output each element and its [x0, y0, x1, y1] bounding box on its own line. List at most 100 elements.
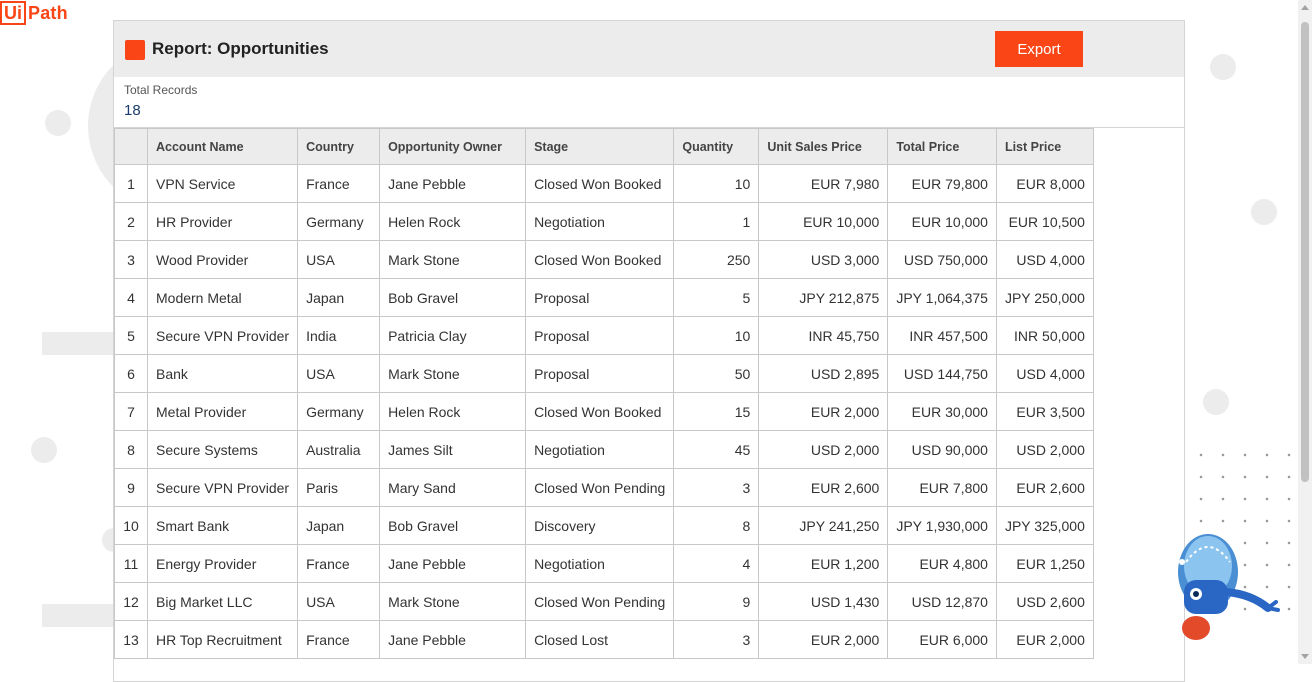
cell-account-name: Metal Provider [146, 392, 299, 431]
report-card: Report: Opportunities Export Total Recor… [113, 20, 1185, 682]
cell-total-price: EUR 6,000 [887, 620, 997, 659]
cell-total-price: USD 750,000 [887, 240, 997, 279]
cell-account-name: Energy Provider [146, 544, 299, 583]
cell-stage: Negotiation [525, 430, 675, 469]
cell-total-price: JPY 1,064,375 [887, 278, 997, 317]
total-records-label: Total Records [124, 83, 198, 97]
column-header-list-price[interactable]: List Price [995, 128, 1094, 165]
table-row[interactable]: 1 VPN Service France Jane Pebble Closed Won … [114, 164, 1094, 203]
cell-stage: Proposal [525, 354, 675, 393]
cell-country: USA [297, 354, 381, 393]
cell-quantity: 50 [673, 354, 760, 393]
cell-unit-sales-price: EUR 2,000 [758, 392, 889, 431]
cell-list-price: USD 4,000 [995, 354, 1094, 393]
cell-total-price: EUR 79,800 [887, 164, 997, 203]
cell-total-price: EUR 4,800 [887, 544, 997, 583]
cell-account-name: VPN Service [146, 164, 299, 203]
cell-index: 11 [114, 544, 148, 583]
cell-country: France [297, 544, 381, 583]
cell-list-price: EUR 8,000 [995, 164, 1094, 203]
table-row[interactable]: 5 Secure VPN Provider India Patricia Clay Pr… [114, 316, 1094, 355]
table-row[interactable]: 4 Modern Metal Japan Bob Gravel Proposal 5 JPY… [114, 278, 1094, 317]
cell-total-price: EUR 10,000 [887, 202, 997, 241]
cell-account-name: HR Provider [146, 202, 299, 241]
column-header-index[interactable] [114, 128, 148, 165]
cell-stage: Closed Won Pending [525, 582, 675, 621]
table-row[interactable]: 10 Smart Bank Japan Bob Gravel Discovery 8 JPY… [114, 506, 1094, 545]
column-header-stage[interactable]: Stage [525, 128, 675, 165]
scrollbar-thumb[interactable] [1301, 22, 1309, 482]
table-row[interactable]: 3 Wood Provider USA Mark Stone Closed Won Bo… [114, 240, 1094, 279]
column-header-opportunity-owner[interactable]: Opportunity Owner [379, 128, 527, 165]
cell-opportunity-owner: Bob Gravel [379, 506, 527, 545]
cell-stage: Closed Won Booked [525, 240, 675, 279]
logo-mark: Ui [0, 1, 26, 25]
table-body: 1 VPN Service France Jane Pebble Closed Won … [114, 164, 1094, 659]
cell-list-price: EUR 1,250 [995, 544, 1094, 583]
cell-account-name: Smart Bank [146, 506, 299, 545]
cell-quantity: 3 [673, 468, 760, 507]
table-header-row: Account Name Country Opportunity Owner S… [114, 128, 1094, 165]
cell-quantity: 9 [673, 582, 760, 621]
cell-stage: Negotiation [525, 202, 675, 241]
cell-opportunity-owner: Patricia Clay [379, 316, 527, 355]
cell-total-price: JPY 1,930,000 [887, 506, 997, 545]
cell-unit-sales-price: USD 2,895 [758, 354, 889, 393]
cell-stage: Negotiation [525, 544, 675, 583]
cell-account-name: Modern Metal [146, 278, 299, 317]
cell-unit-sales-price: USD 1,430 [758, 582, 889, 621]
cell-country: USA [297, 582, 381, 621]
cell-list-price: EUR 10,500 [995, 202, 1094, 241]
table-row[interactable]: 13 HR Top Recruitment France Jane Pebble Clo… [114, 620, 1094, 659]
cell-total-price: EUR 30,000 [887, 392, 997, 431]
cell-opportunity-owner: James Silt [379, 430, 527, 469]
cell-index: 4 [114, 278, 148, 317]
cell-list-price: EUR 3,500 [995, 392, 1094, 431]
cell-quantity: 15 [673, 392, 760, 431]
cell-unit-sales-price: USD 2,000 [758, 430, 889, 469]
table-row[interactable]: 11 Energy Provider France Jane Pebble Negoti… [114, 544, 1094, 583]
column-header-unit-sales-price[interactable]: Unit Sales Price [758, 128, 889, 165]
cell-unit-sales-price: EUR 1,200 [758, 544, 889, 583]
cell-quantity: 8 [673, 506, 760, 545]
table-row[interactable]: 8 Secure Systems Australia James Silt Negoti… [114, 430, 1094, 469]
table-row[interactable]: 12 Big Market LLC USA Mark Stone Closed Won … [114, 582, 1094, 621]
cell-index: 10 [114, 506, 148, 545]
cell-opportunity-owner: Jane Pebble [379, 544, 527, 583]
cell-stage: Closed Won Pending [525, 468, 675, 507]
cell-stage: Closed Won Booked [525, 164, 675, 203]
cell-stage: Discovery [525, 506, 675, 545]
cell-unit-sales-price: EUR 7,980 [758, 164, 889, 203]
cell-opportunity-owner: Mary Sand [379, 468, 527, 507]
cell-quantity: 10 [673, 164, 760, 203]
cell-country: Japan [297, 506, 381, 545]
table-row[interactable]: 6 Bank USA Mark Stone Proposal 50 USD 2,895 USD… [114, 354, 1094, 393]
cell-index: 5 [114, 316, 148, 355]
column-header-total-price[interactable]: Total Price [887, 128, 997, 165]
page-scrollbar[interactable] [1298, 0, 1312, 664]
cell-list-price: USD 2,600 [995, 582, 1094, 621]
table-row[interactable]: 7 Metal Provider Germany Helen Rock Closed W… [114, 392, 1094, 431]
scroll-up-arrow-icon[interactable] [1301, 5, 1309, 10]
column-header-country[interactable]: Country [297, 128, 381, 165]
cell-quantity: 10 [673, 316, 760, 355]
column-header-quantity[interactable]: Quantity [673, 128, 760, 165]
cell-total-price: USD 90,000 [887, 430, 997, 469]
cell-country: USA [297, 240, 381, 279]
cell-opportunity-owner: Helen Rock [379, 392, 527, 431]
export-button[interactable]: Export [995, 31, 1083, 67]
cell-index: 2 [114, 202, 148, 241]
cell-quantity: 45 [673, 430, 760, 469]
cell-index: 12 [114, 582, 148, 621]
table-row[interactable]: 9 Secure VPN Provider Paris Mary Sand Closed… [114, 468, 1094, 507]
cell-total-price: EUR 7,800 [887, 468, 997, 507]
table-row[interactable]: 2 HR Provider Germany Helen Rock Negotiation… [114, 202, 1094, 241]
cell-account-name: Secure Systems [146, 430, 299, 469]
cell-country: Australia [297, 430, 381, 469]
scroll-down-arrow-icon[interactable] [1301, 654, 1309, 659]
cell-opportunity-owner: Jane Pebble [379, 164, 527, 203]
cell-list-price: INR 50,000 [995, 316, 1094, 355]
cell-account-name: Secure VPN Provider [146, 468, 299, 507]
column-header-account-name[interactable]: Account Name [146, 128, 299, 165]
cell-stage: Closed Won Booked [525, 392, 675, 431]
